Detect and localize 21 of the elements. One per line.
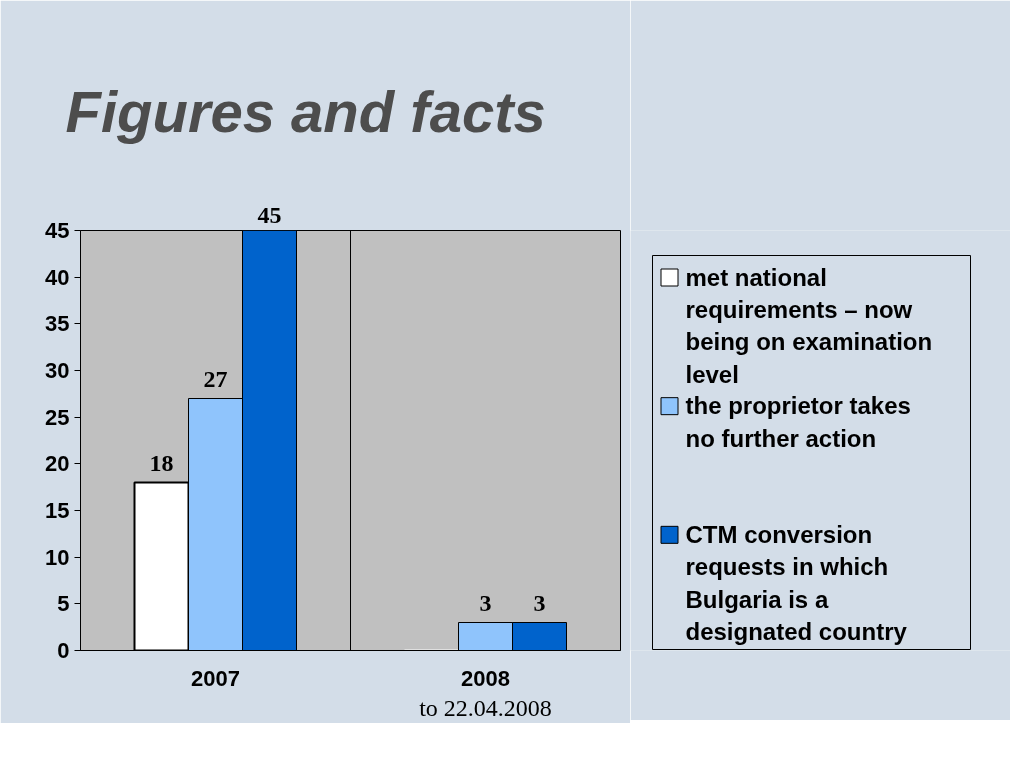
y-tick-label: 10 — [45, 544, 70, 570]
data-label: 27 — [203, 365, 228, 392]
legend-label: CTM conversion requests in which Bulgaria is a designated country — [685, 520, 908, 646]
x-tick-label: 2008 — [461, 665, 510, 691]
legend-label: the proprietor takes no further action — [685, 392, 911, 452]
y-tick-label: 25 — [45, 404, 70, 430]
data-label: 18 — [149, 449, 174, 476]
x-tick-label: 2007 — [191, 665, 240, 691]
chart-title: Figures and facts — [65, 78, 546, 144]
y-tick-label: 0 — [57, 638, 70, 663]
text: to 22.04.2008 — [419, 694, 552, 721]
y-tick-label: 30 — [45, 358, 70, 383]
y-tick-label: 35 — [45, 311, 70, 337]
y-tick-label: 40 — [45, 264, 70, 290]
y-tick-label: 15 — [45, 498, 70, 523]
data-label: 3 — [479, 589, 492, 616]
data-label: 3 — [533, 589, 546, 616]
y-tick-label: 20 — [45, 451, 70, 477]
y-tick-label: 5 — [57, 591, 70, 617]
data-label: 45 — [257, 201, 282, 228]
y-tick-label: 45 — [45, 218, 70, 243]
